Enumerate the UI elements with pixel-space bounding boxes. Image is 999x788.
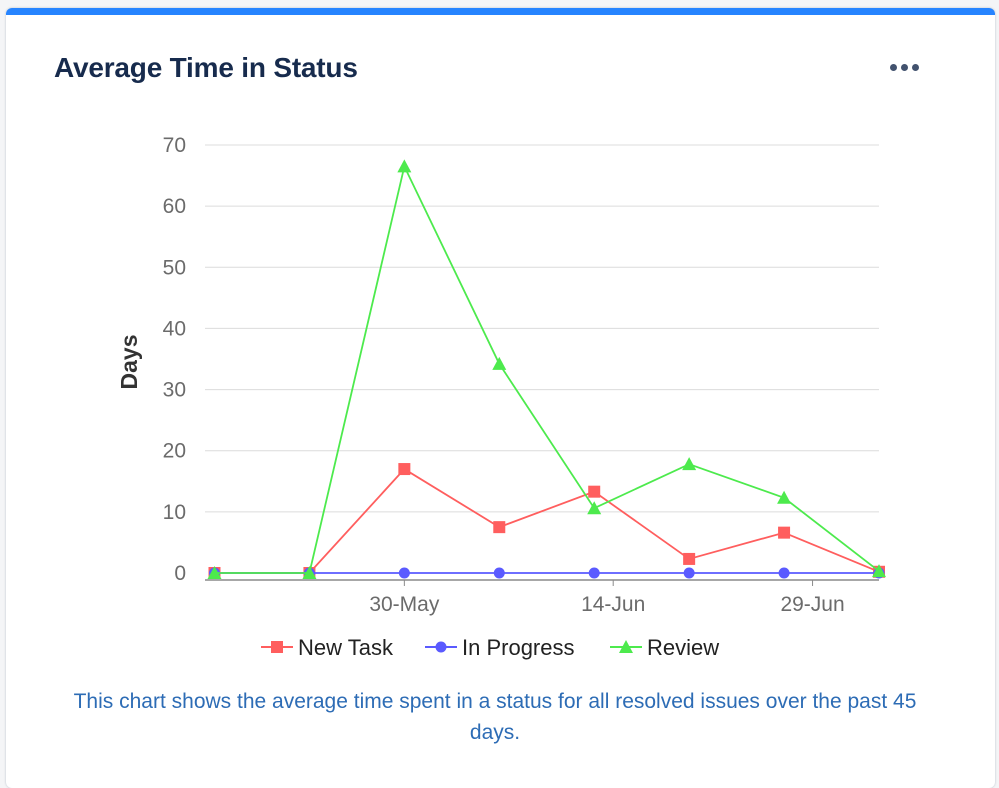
gadget-accent-bar xyxy=(6,8,995,15)
gadget-title: Average Time in Status xyxy=(54,52,358,83)
data-point-in-progress xyxy=(493,567,505,579)
data-point-new-task xyxy=(493,521,506,534)
legend-marker-new-task xyxy=(271,641,283,653)
data-point-review xyxy=(682,457,697,471)
data-point-in-progress xyxy=(588,567,600,579)
y-tick-label: 40 xyxy=(163,317,186,340)
y-tick-label: 20 xyxy=(163,440,186,463)
legend-marker-review xyxy=(619,640,633,653)
data-point-new-task xyxy=(398,463,411,476)
data-point-in-progress xyxy=(778,567,790,579)
y-tick-label: 10 xyxy=(163,501,186,524)
chart-description: This chart shows the average time spent … xyxy=(73,690,917,744)
x-tick-label: 30-May xyxy=(369,593,440,616)
legend-marker-in-progress xyxy=(435,641,447,653)
dot xyxy=(889,63,897,71)
y-axis-title: Days xyxy=(116,335,142,390)
data-point-new-task xyxy=(588,485,601,498)
more-options-icon[interactable] xyxy=(878,52,930,82)
dashboard-gadget-card: Average Time in Status xyxy=(6,8,995,788)
data-point-review xyxy=(207,566,222,579)
average-time-line-chart: 0 10 20 30 40 50 60 70 30-May 14-Jun 29-Jun Days New… xyxy=(116,134,886,660)
data-point-new-task xyxy=(778,526,791,539)
dot xyxy=(900,63,908,71)
y-tick-label: 0 xyxy=(174,562,186,585)
data-point-review xyxy=(777,490,792,504)
legend-label-in-progress: In Progress xyxy=(462,635,575,660)
y-tick-label: 30 xyxy=(163,379,186,402)
data-point-new-task xyxy=(683,552,696,565)
series-line-new-task xyxy=(214,467,880,574)
data-point-in-progress xyxy=(683,567,695,579)
x-tick-label: 14-Jun xyxy=(581,593,645,616)
series-line-review xyxy=(214,163,880,574)
legend-label-review: Review xyxy=(647,635,719,660)
data-point-review xyxy=(397,159,412,173)
y-tick-label: 70 xyxy=(163,134,186,157)
legend-label-new-task: New Task xyxy=(298,635,394,660)
y-tick-label: 60 xyxy=(163,195,186,218)
dot xyxy=(911,63,919,71)
data-point-review xyxy=(492,356,507,370)
y-tick-label: 50 xyxy=(163,256,186,279)
data-point-review xyxy=(587,501,602,515)
data-point-review xyxy=(872,564,886,578)
x-tick-label: 29-Jun xyxy=(780,593,844,616)
data-point-review xyxy=(302,566,317,579)
data-point-in-progress xyxy=(398,567,410,579)
